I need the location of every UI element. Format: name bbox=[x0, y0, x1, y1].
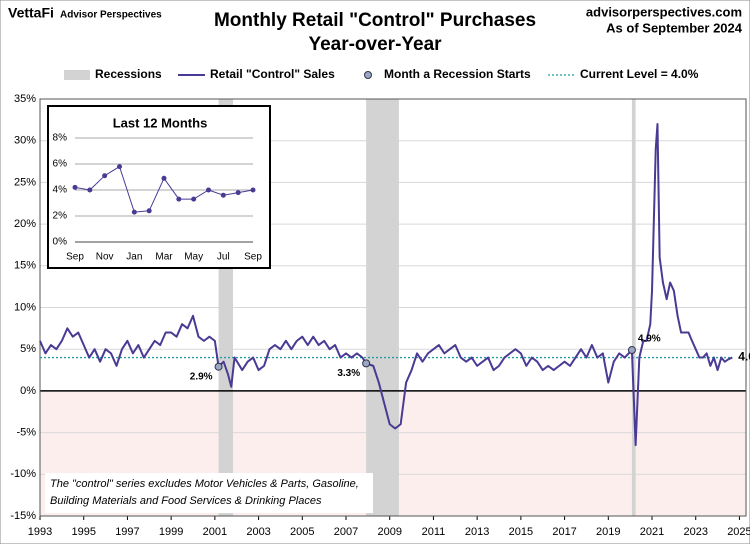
x-tick-label: 2001 bbox=[203, 526, 227, 538]
inset-box bbox=[47, 105, 271, 269]
series-line bbox=[39, 123, 733, 447]
inset-y-tick-label: 0% bbox=[53, 237, 68, 248]
inset-x-tick-label: Sep bbox=[244, 252, 262, 263]
x-tick-label: 1995 bbox=[71, 526, 95, 538]
inset-y-tick-label: 8% bbox=[53, 133, 68, 144]
legend-swatch bbox=[64, 70, 90, 80]
y-tick-label: 5% bbox=[20, 343, 36, 355]
inset-point bbox=[235, 190, 241, 196]
recession-start-marker bbox=[627, 346, 636, 355]
inset-point bbox=[206, 187, 211, 193]
y-tick-label: -5% bbox=[16, 427, 36, 439]
x-tick-label: 2005 bbox=[290, 526, 314, 538]
y-tick-label: 30% bbox=[14, 135, 36, 147]
legend-swatch bbox=[364, 71, 372, 79]
y-tick-label: 10% bbox=[14, 301, 36, 313]
x-tick-label: 2025 bbox=[727, 526, 750, 538]
inset-point bbox=[191, 196, 197, 202]
recession-start-marker bbox=[362, 359, 371, 368]
inset-x-tick-label: Jul bbox=[217, 252, 230, 263]
x-tick-label: 2011 bbox=[422, 526, 446, 538]
recession-start-label: 3.3% bbox=[337, 368, 360, 379]
x-tick-label: 1999 bbox=[159, 526, 183, 538]
x-tick-label: 2007 bbox=[334, 526, 358, 538]
x-tick-label: 2013 bbox=[465, 526, 489, 538]
inset-x-tick-label: May bbox=[184, 252, 203, 263]
brand: VettaFi bbox=[8, 5, 54, 21]
note-text: The "control" series excludes Motor Vehi… bbox=[50, 478, 359, 490]
legend-label: Month a Recession Starts bbox=[384, 67, 531, 81]
legend-label: Current Level = 4.0% bbox=[580, 67, 699, 81]
inset-x-tick-label: Jan bbox=[126, 252, 142, 263]
inset-point bbox=[87, 187, 93, 193]
recession-start-label: 4.9% bbox=[638, 334, 661, 345]
inset-y-tick-label: 4% bbox=[53, 185, 68, 196]
recession-band bbox=[366, 99, 399, 516]
x-tick-label: 2015 bbox=[509, 526, 533, 538]
current-level-label: 4.0% bbox=[738, 350, 750, 364]
x-tick-label: 2017 bbox=[552, 526, 576, 538]
legend-label: Recessions bbox=[95, 67, 162, 81]
legend-label: Retail "Control" Sales bbox=[210, 67, 335, 81]
y-tick-label: 20% bbox=[14, 218, 36, 230]
inset-x-tick-label: Sep bbox=[66, 252, 84, 263]
x-tick-label: 2019 bbox=[596, 526, 620, 538]
x-tick-label: 1993 bbox=[28, 526, 52, 538]
note-box bbox=[45, 473, 373, 513]
plot-border bbox=[39, 98, 747, 517]
partner: Advisor Perspectives bbox=[60, 10, 162, 21]
x-tick-label: 1997 bbox=[115, 526, 139, 538]
inset-point bbox=[131, 209, 137, 215]
inset-point bbox=[220, 192, 226, 198]
recession-start-label: 2.9% bbox=[190, 371, 213, 382]
inset-x-tick-label: Nov bbox=[96, 252, 114, 263]
inset-point bbox=[161, 175, 167, 181]
inset-y-tick-label: 6% bbox=[53, 159, 68, 170]
inset-point bbox=[102, 173, 108, 179]
inset-point bbox=[117, 164, 122, 170]
x-tick-label: 2021 bbox=[640, 526, 664, 538]
chart-title: Monthly Retail "Control" Purchases bbox=[214, 10, 536, 31]
site: advisorperspectives.com bbox=[586, 4, 742, 19]
inset-title: Last 12 Months bbox=[113, 115, 208, 130]
inset-point bbox=[176, 196, 182, 202]
y-tick-label: 25% bbox=[14, 176, 36, 188]
x-tick-label: 2023 bbox=[683, 526, 707, 538]
recession-start-marker bbox=[214, 362, 223, 371]
y-tick-label: -15% bbox=[10, 510, 36, 522]
inset-point bbox=[146, 208, 152, 214]
y-tick-label: 15% bbox=[14, 260, 36, 272]
x-tick-label: 2003 bbox=[246, 526, 270, 538]
x-tick-label: 2009 bbox=[377, 526, 401, 538]
recession-band bbox=[631, 99, 636, 516]
as-of: As of September 2024 bbox=[606, 20, 743, 35]
inset-y-tick-label: 2% bbox=[53, 211, 68, 222]
chart-title: Year-over-Year bbox=[308, 34, 442, 55]
y-tick-label: 0% bbox=[20, 385, 36, 397]
inset-x-tick-label: Mar bbox=[155, 252, 173, 263]
y-tick-label: 35% bbox=[14, 93, 36, 105]
note-text: Building Materials and Food Services & D… bbox=[50, 495, 322, 507]
inset-point bbox=[72, 184, 78, 190]
inset-point bbox=[250, 187, 256, 193]
y-tick-label: -10% bbox=[10, 468, 36, 480]
